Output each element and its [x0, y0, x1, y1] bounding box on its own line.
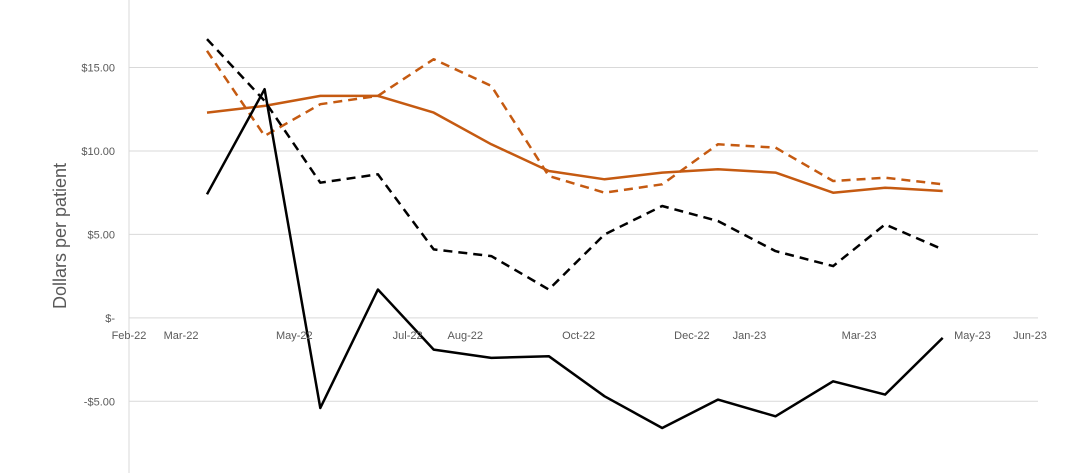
- x-tick-labels: Feb-22 Mar-22 May-22 Jul-22 Aug-22 Oct-22 Dec-…: [112, 330, 1047, 342]
- x-tick-label: Aug-22: [448, 330, 483, 342]
- x-tick-label: Mar-23: [842, 330, 877, 342]
- y-tick-label: $15.00: [81, 63, 115, 75]
- series-line-3: [206, 38, 944, 291]
- x-tick-label: Feb-22: [112, 330, 147, 342]
- y-tick-label: -$5.00: [84, 396, 115, 408]
- x-tick-label: Dec-22: [674, 330, 709, 342]
- x-tick-label: May-22: [276, 330, 313, 342]
- x-tick-label: Mar-22: [164, 330, 199, 342]
- x-tick-label: Jan-23: [733, 330, 767, 342]
- x-tick-label: Oct-22: [562, 330, 595, 342]
- series-line-1: [206, 94, 943, 194]
- gridlines: [129, 67, 1038, 402]
- y-axis-label: Dollars per patient: [50, 163, 70, 309]
- y-tick-label: $10.00: [81, 146, 115, 158]
- y-tick-label: $5.00: [87, 229, 115, 241]
- series-line-4: [205, 87, 944, 430]
- series-layer: [205, 38, 944, 430]
- y-tick-label: $-: [105, 313, 115, 325]
- y-tick-labels: $15.00 $10.00 $5.00 $- -$5.00: [81, 63, 115, 409]
- series-line-2: [205, 50, 943, 194]
- x-tick-label: May-23: [954, 330, 991, 342]
- x-tick-label: Jun-23: [1013, 330, 1047, 342]
- x-tick-label: Jul-22: [393, 330, 423, 342]
